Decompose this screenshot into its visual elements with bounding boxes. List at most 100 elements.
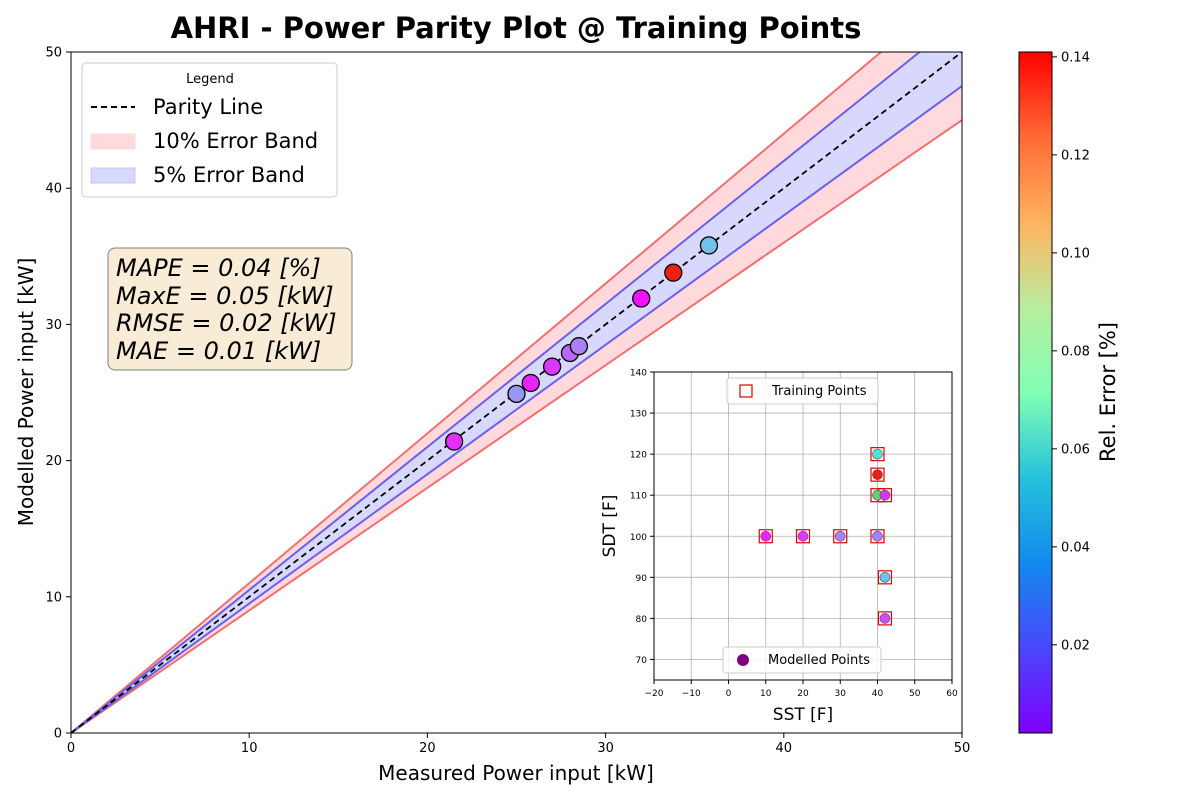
main-legend: Legend Parity Line 10% Error Band 5% Err…	[81, 62, 338, 198]
training-point-10	[877, 611, 893, 626]
colorbar-ticks: 0.02 0.04 0.06 0.08 0.10 0.12 0.14	[1052, 50, 1090, 653]
main-x-axis-ticks: 0 10 20 30 40 50	[67, 733, 970, 756]
inset-y-axis-label: SDT [F]	[600, 495, 620, 558]
colorbar-tick-label: 0.12	[1061, 148, 1090, 163]
inset-x-axis-label: SST [F]	[773, 705, 833, 725]
five-percent-band-upper-edge	[71, 52, 922, 733]
main-plot-area	[71, 52, 962, 733]
inset-y-tick-label: 80	[636, 615, 648, 625]
legend-training-points-label: Training Points	[771, 384, 867, 399]
data-point-8	[664, 263, 683, 282]
inset-y-axis-ticks: 70 80 90 100 110 120 130 140	[630, 369, 654, 666]
main-legend-title: Legend	[186, 72, 234, 87]
main-y-axis-label: Modelled Power input [kW]	[14, 258, 38, 527]
modelled-point-3	[834, 530, 846, 542]
inset-training-points	[758, 447, 893, 626]
five-percent-band-lower-edge	[71, 85, 962, 733]
inset-grid	[654, 372, 952, 680]
colorbar-tick-label: 0.06	[1061, 442, 1090, 457]
x-tick-label: 40	[776, 741, 793, 756]
y-tick-label: 50	[45, 46, 62, 61]
colorbar-tick-label: 0.14	[1061, 50, 1090, 65]
metrics-box: MAPE = 0.04 [%] MaxE = 0.05 [kW] RMSE = …	[107, 247, 353, 371]
main-legend-frame	[81, 62, 338, 198]
modelled-point-2	[797, 530, 809, 542]
modelled-point-8	[879, 489, 891, 501]
x-tick-label: 0	[67, 741, 75, 756]
metric-maxe: MaxE = 0.05 [kW]	[116, 282, 334, 310]
main-x-axis-label: Measured Power input [kW]	[378, 761, 654, 785]
metric-mape: MAPE = 0.04 [%]	[116, 254, 321, 282]
modelled-point-7	[872, 448, 883, 460]
inset-legend-modelled: Modelled Points	[722, 646, 882, 674]
inset-x-axis-ticks: −20 −10 0 10 20 30 40 50 60	[645, 680, 958, 699]
legend-ten-percent-band-label: 10% Error Band	[153, 129, 318, 153]
colorbar-tick-label: 0.02	[1061, 638, 1090, 653]
y-tick-label: 0	[54, 727, 62, 742]
inset-chart: −20 −10 0 10 20 30 40 50 60 70 80 90 100 110 120 130 14…	[600, 369, 958, 726]
legend-modelled-point-swatch	[737, 654, 749, 666]
inset-legend-modelled-frame	[722, 646, 882, 674]
inset-x-tick-label: −20	[645, 689, 664, 699]
modelled-point-6	[872, 469, 883, 480]
data-point-9	[699, 236, 719, 255]
inset-x-tick-label: 30	[835, 689, 847, 699]
legend-modelled-points-label: Modelled Points	[768, 653, 870, 668]
legend-parity-line-label: Parity Line	[153, 95, 263, 119]
y-tick-label: 20	[45, 454, 62, 469]
y-tick-label: 40	[45, 182, 62, 197]
legend-five-percent-band-swatch	[90, 167, 136, 184]
modelled-point-4	[872, 530, 883, 542]
training-point-7	[870, 447, 885, 462]
inset-y-tick-label: 110	[630, 492, 647, 502]
chart-title: AHRI - Power Parity Plot @ Training Poin…	[171, 11, 862, 45]
inset-y-tick-label: 70	[636, 656, 648, 666]
modelled-point-10	[879, 613, 891, 624]
data-point-1	[444, 432, 464, 451]
inset-x-tick-label: 40	[872, 689, 884, 699]
colorbar-tick-label: 0.04	[1061, 540, 1090, 555]
main-plot-frame	[70, 51, 963, 734]
x-tick-label: 10	[241, 741, 258, 756]
ten-percent-band-lower-edge	[71, 119, 962, 733]
inset-y-tick-label: 120	[630, 451, 647, 461]
legend-five-percent-band-label: 5% Error Band	[153, 163, 305, 187]
inset-x-tick-label: 20	[797, 689, 809, 699]
training-point-9	[877, 570, 893, 585]
colorbar: 0.02 0.04 0.06 0.08 0.10 0.12 0.14 Rel. Error …	[1018, 50, 1120, 734]
x-tick-label: 50	[954, 741, 971, 756]
data-point-2	[507, 384, 526, 404]
modelled-point-1	[760, 530, 772, 542]
main-data-points	[444, 236, 719, 451]
metric-rmse: RMSE = 0.02 [kW]	[116, 309, 337, 337]
inset-x-tick-label: 60	[946, 689, 958, 699]
colorbar-gradient	[1018, 51, 1053, 734]
metrics-box-frame	[107, 247, 353, 371]
inset-y-tick-label: 130	[630, 410, 647, 420]
inset-x-tick-label: 50	[909, 689, 921, 699]
colorbar-tick-label: 0.08	[1061, 344, 1090, 359]
inset-x-tick-label: 10	[760, 689, 772, 699]
inset-x-tick-label: −10	[682, 689, 701, 699]
y-tick-label: 10	[45, 590, 62, 605]
inset-y-tick-label: 140	[630, 369, 647, 379]
x-tick-label: 20	[419, 741, 436, 756]
y-tick-label: 30	[45, 318, 62, 333]
data-point-6	[569, 337, 589, 356]
training-point-4	[870, 529, 885, 544]
ten-percent-band-upper-edge	[71, 52, 883, 733]
inset-legend-training: Training Points	[726, 377, 879, 405]
legend-ten-percent-band-swatch	[90, 133, 136, 150]
data-point-7	[632, 289, 651, 308]
colorbar-tick-label: 0.10	[1061, 246, 1090, 261]
inset-legend-training-frame	[726, 377, 879, 405]
training-point-3	[833, 529, 848, 544]
inset-y-tick-label: 100	[630, 533, 647, 543]
modelled-point-9	[879, 572, 891, 583]
inset-modelled-points	[760, 448, 891, 624]
legend-training-point-swatch	[739, 384, 753, 398]
data-point-3	[521, 373, 540, 393]
inset-x-tick-label: 0	[726, 689, 732, 699]
training-point-2	[795, 529, 811, 544]
